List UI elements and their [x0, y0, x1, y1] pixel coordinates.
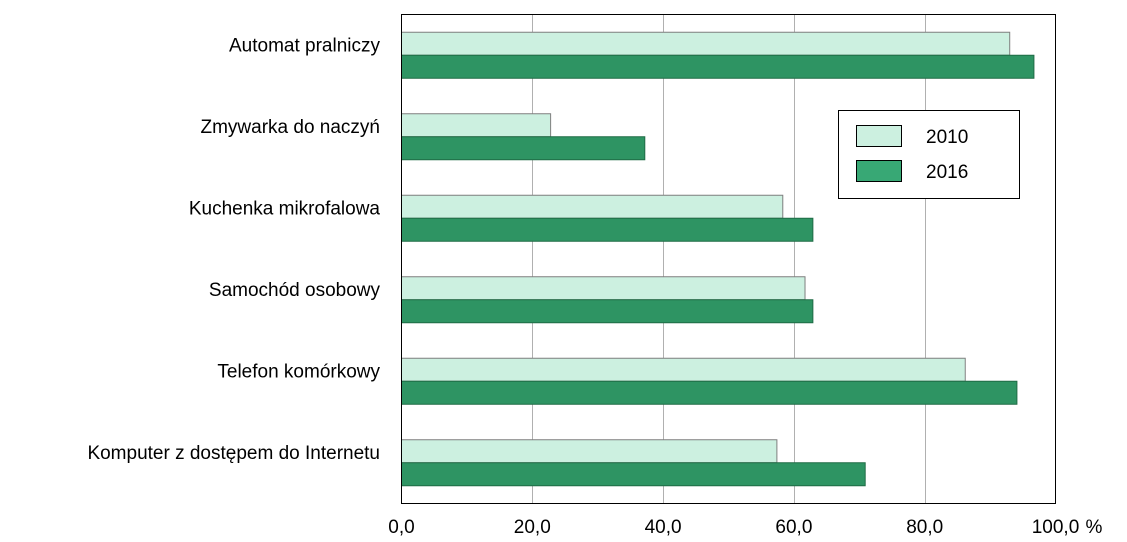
- legend-swatch-2016: [856, 160, 902, 182]
- gridlines: [532, 14, 926, 504]
- category-label: Zmywarka do naczyń: [200, 117, 380, 138]
- plot-area-frame: [401, 14, 1056, 504]
- legend-swatch-2010: [856, 125, 902, 147]
- x-tick-label: 40,0: [645, 517, 682, 538]
- legend-box: [838, 110, 1020, 199]
- x-tick-label: 80,0: [906, 517, 943, 538]
- bar-2016-2: [401, 136, 646, 161]
- bar-2016-4: [401, 299, 814, 324]
- legend: 2010 2016: [838, 110, 1020, 199]
- bar-2016-6: [401, 462, 866, 487]
- bar-2010-6: [401, 439, 778, 464]
- bar-2010-2: [401, 113, 552, 138]
- x-tick-label: 20,0: [514, 517, 551, 538]
- legend-label-2016: 2016: [926, 162, 968, 183]
- unit-label: %: [1086, 517, 1103, 538]
- bars: [401, 31, 1035, 487]
- x-axis-tick-labels: 0,0 20,0 40,0 60,0 80,0 100,0: [388, 517, 1079, 538]
- bar-2016-5: [401, 380, 1018, 405]
- category-labels: Automat pralniczy Zmywarka do naczyń Kuche…: [87, 35, 380, 464]
- x-tick-label: 60,0: [775, 517, 812, 538]
- x-tick-label: 100,0: [1032, 517, 1080, 538]
- category-label: Kuchenka mikrofalowa: [189, 198, 381, 219]
- bar-2010-3: [401, 194, 784, 219]
- bar-2010-4: [401, 276, 806, 301]
- bar-2010-1: [401, 31, 1011, 56]
- bar-2016-3: [401, 217, 814, 242]
- category-label: Telefon komórkowy: [217, 361, 380, 382]
- category-label: Komputer z dostępem do Internetu: [87, 443, 380, 464]
- category-label: Automat pralniczy: [229, 35, 381, 56]
- bar-2010-5: [401, 357, 966, 382]
- bar-2016-1: [401, 54, 1035, 79]
- category-label: Samochód osobowy: [209, 280, 381, 301]
- x-tick-label: 0,0: [388, 517, 414, 538]
- legend-label-2010: 2010: [926, 127, 968, 148]
